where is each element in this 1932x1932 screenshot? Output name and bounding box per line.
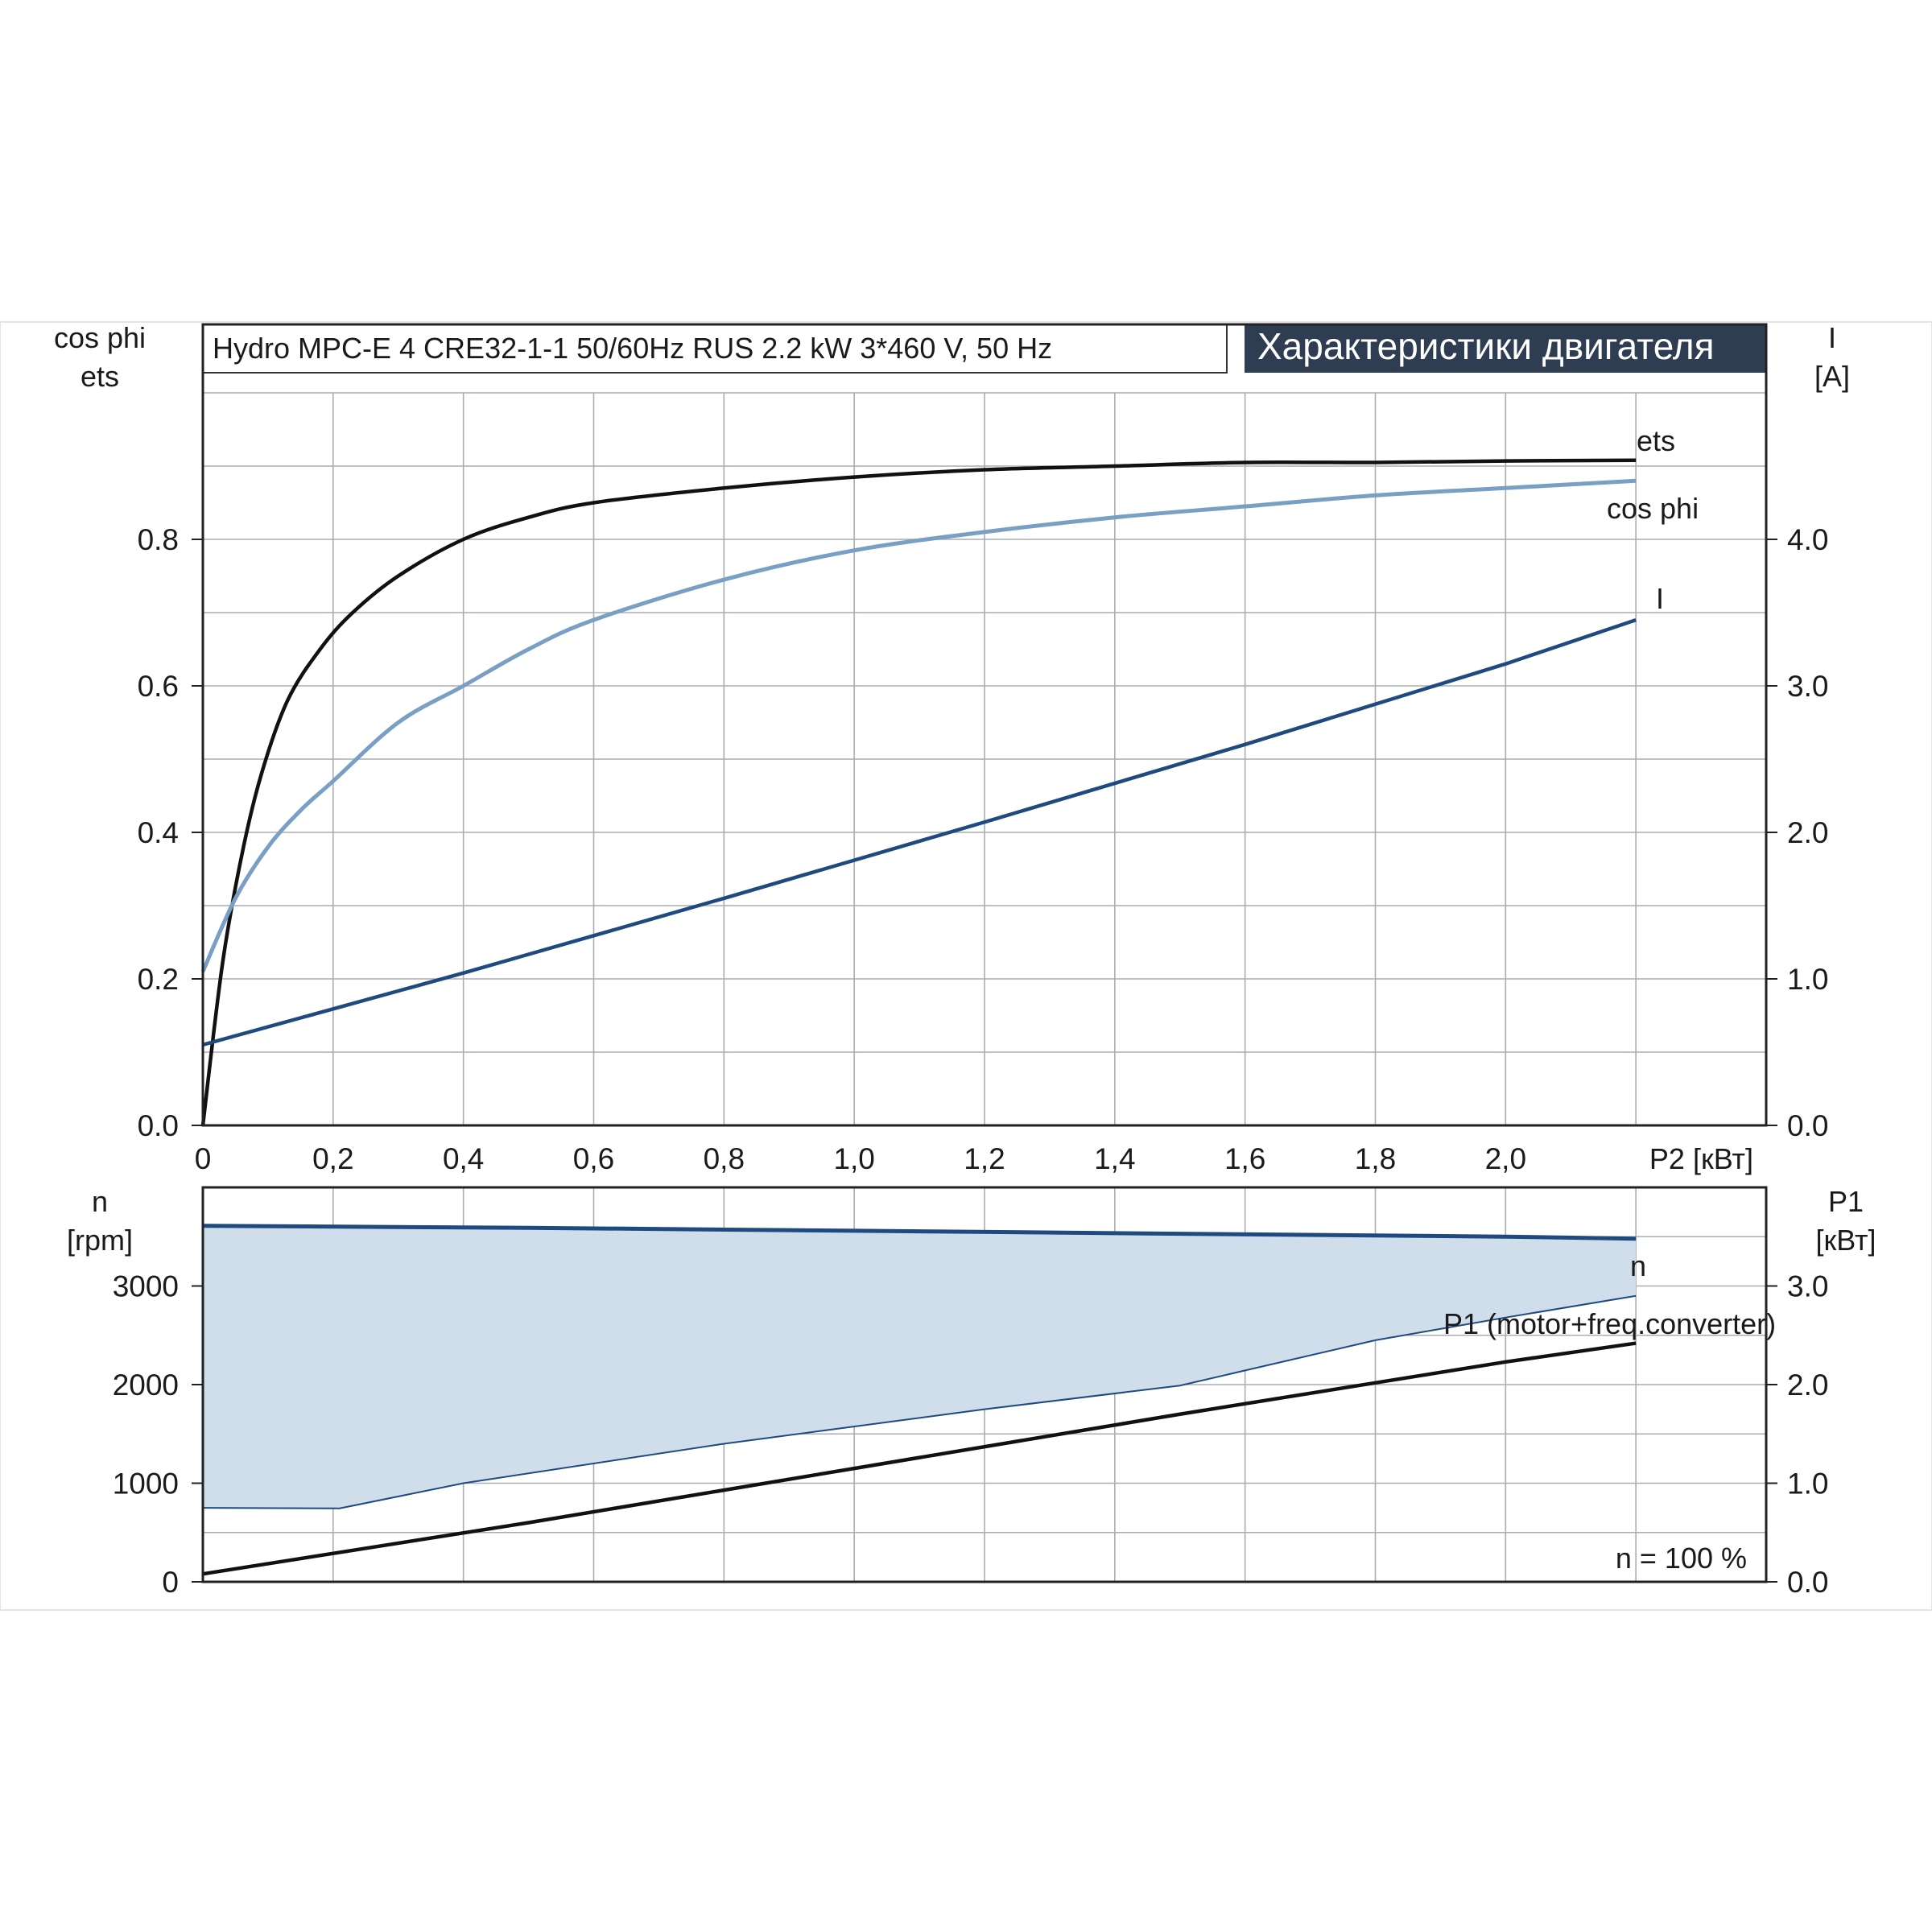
bottom-left-tick-label: 2000 bbox=[113, 1368, 179, 1402]
figure-border bbox=[0, 321, 1932, 1611]
top-left-axis-label-1: cos phi bbox=[54, 321, 146, 354]
chart-title: Характеристики двигателя bbox=[1257, 325, 1715, 367]
top-right-tick-label: 2.0 bbox=[1787, 816, 1828, 849]
top-right-tick-label: 4.0 bbox=[1787, 523, 1828, 556]
bottom-left-axis-label-1: n bbox=[92, 1185, 108, 1218]
speed-percent-annotation: n = 100 % bbox=[1616, 1542, 1747, 1575]
x-tick-label: 1,4 bbox=[1094, 1142, 1135, 1175]
bottom-left-tick-label: 3000 bbox=[113, 1270, 179, 1303]
bottom-right-tick-label: 2.0 bbox=[1787, 1368, 1828, 1402]
top-plot-frame bbox=[201, 323, 1768, 1127]
x-tick-label: 0,6 bbox=[573, 1142, 614, 1175]
model-label: Hydro MPC-E 4 CRE32-1-1 50/60Hz RUS 2.2 … bbox=[213, 332, 1052, 365]
top-right-axis-label-1: I bbox=[1828, 321, 1836, 354]
bottom-left-tick-label: 0 bbox=[162, 1566, 179, 1599]
top-grid bbox=[203, 392, 1766, 1125]
x-tick-label: 0 bbox=[195, 1142, 212, 1175]
x-axis-label: P2 [кВт] bbox=[1649, 1142, 1753, 1175]
speed-curve bbox=[202, 1224, 1637, 1241]
ets-series-label: ets bbox=[1637, 424, 1675, 457]
x-tick-label: 0,4 bbox=[443, 1142, 484, 1175]
bottom-right-axis-label-1: P1 bbox=[1828, 1185, 1864, 1218]
top-left-tick-label: 0.0 bbox=[138, 1109, 179, 1142]
top-left-tick-label: 0.8 bbox=[138, 523, 179, 556]
current-series-label: I bbox=[1656, 582, 1664, 615]
x-tick-label: 1,8 bbox=[1355, 1142, 1396, 1175]
tick-labels: 0 0,2 0,4 0,6 0,8 1,0 1,2 1,4 1,6 1,8 2,0 0.0 0.2 0.4… bbox=[113, 523, 1829, 1599]
speed-range-area bbox=[202, 1225, 1637, 1509]
bottom-right-tick-label: 0.0 bbox=[1787, 1566, 1828, 1599]
top-right-tick-label: 3.0 bbox=[1787, 670, 1828, 703]
top-right-tick-label: 1.0 bbox=[1787, 963, 1828, 996]
x-tick-label: 0,8 bbox=[704, 1142, 745, 1175]
x-tick-label: 1,2 bbox=[964, 1142, 1005, 1175]
top-right-tick-label: 0.0 bbox=[1787, 1109, 1828, 1142]
bottom-left-axis-label-2: [rpm] bbox=[67, 1224, 133, 1257]
bottom-right-tick-label: 3.0 bbox=[1787, 1270, 1828, 1303]
p1-series-label: P1 (motor+freq.converter) bbox=[1443, 1307, 1776, 1340]
ets-curve bbox=[200, 458, 1637, 1126]
title-box bbox=[1245, 324, 1766, 373]
bottom-right-axis-label-2: [кВт] bbox=[1815, 1224, 1876, 1257]
top-left-tick-label: 0.2 bbox=[138, 963, 179, 996]
cos-phi-series-label: cos phi bbox=[1607, 492, 1699, 525]
top-left-tick-label: 0.6 bbox=[138, 670, 179, 703]
current-curve bbox=[202, 617, 1637, 1047]
top-series bbox=[200, 458, 1637, 1126]
bottom-right-tick-label: 1.0 bbox=[1787, 1468, 1828, 1501]
x-tick-label: 1,0 bbox=[833, 1142, 874, 1175]
x-tick-label: 1,6 bbox=[1224, 1142, 1265, 1175]
speed-range-fill bbox=[203, 1225, 1637, 1509]
speed-series-label: n bbox=[1630, 1249, 1646, 1282]
x-tick-label: 2,0 bbox=[1485, 1142, 1526, 1175]
bottom-left-tick-label: 1000 bbox=[113, 1468, 179, 1501]
top-left-tick-label: 0.4 bbox=[138, 816, 179, 849]
cos-phi-curve bbox=[200, 478, 1637, 972]
top-left-axis-label-2: ets bbox=[80, 360, 119, 393]
p1-curve bbox=[202, 1341, 1637, 1576]
bottom-series bbox=[202, 1224, 1637, 1576]
min-speed-curve bbox=[202, 1294, 1637, 1509]
bottom-plot-frame bbox=[201, 1186, 1768, 1583]
x-tick-label: 0,2 bbox=[312, 1142, 353, 1175]
top-right-axis-label-2: [A] bbox=[1814, 360, 1850, 393]
